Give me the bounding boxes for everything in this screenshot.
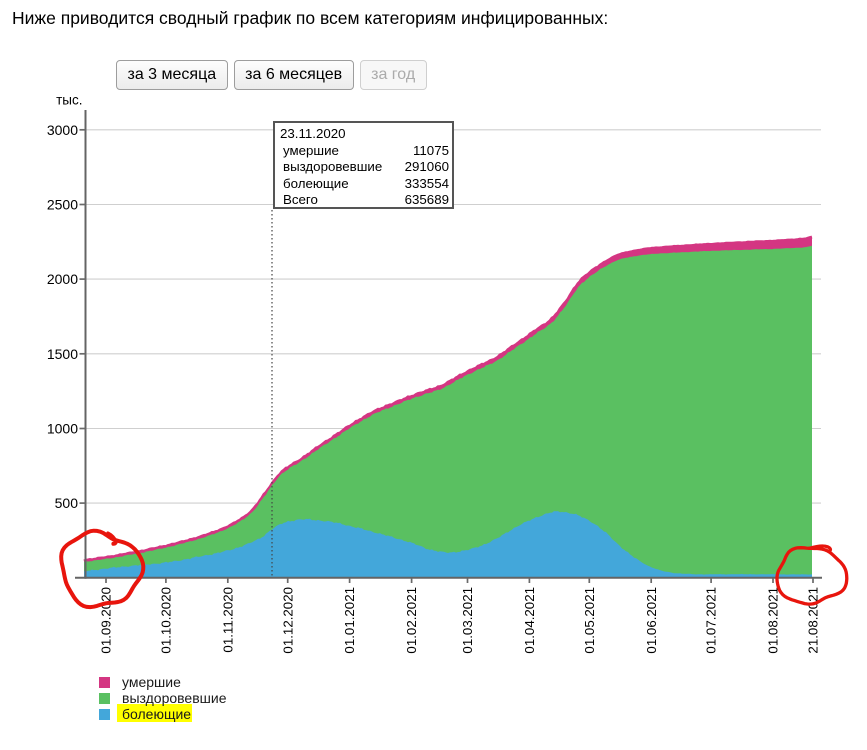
svg-text:01.09.2020: 01.09.2020 bbox=[99, 587, 114, 654]
svg-text:500: 500 bbox=[55, 495, 79, 511]
svg-text:тыс.: тыс. bbox=[56, 93, 82, 108]
svg-text:2000: 2000 bbox=[47, 271, 78, 287]
svg-text:01.02.2021: 01.02.2021 bbox=[404, 587, 419, 654]
svg-text:01.04.2021: 01.04.2021 bbox=[522, 587, 537, 654]
svg-text:01.07.2021: 01.07.2021 bbox=[704, 587, 719, 654]
svg-text:2500: 2500 bbox=[47, 197, 78, 213]
svg-text:1000: 1000 bbox=[47, 421, 78, 437]
svg-text:01.06.2021: 01.06.2021 bbox=[644, 587, 659, 654]
svg-text:3000: 3000 bbox=[47, 122, 78, 138]
svg-text:01.11.2020: 01.11.2020 bbox=[220, 587, 235, 653]
svg-text:01.08.2021: 01.08.2021 bbox=[766, 587, 781, 654]
svg-text:21.08.2021: 21.08.2021 bbox=[806, 587, 821, 654]
svg-text:01.12.2020: 01.12.2020 bbox=[280, 587, 295, 654]
svg-text:01.05.2021: 01.05.2021 bbox=[582, 587, 597, 654]
svg-text:1500: 1500 bbox=[47, 346, 78, 362]
svg-text:01.10.2020: 01.10.2020 bbox=[159, 587, 174, 654]
svg-text:01.03.2021: 01.03.2021 bbox=[460, 587, 475, 654]
svg-text:01.01.2021: 01.01.2021 bbox=[342, 587, 357, 654]
